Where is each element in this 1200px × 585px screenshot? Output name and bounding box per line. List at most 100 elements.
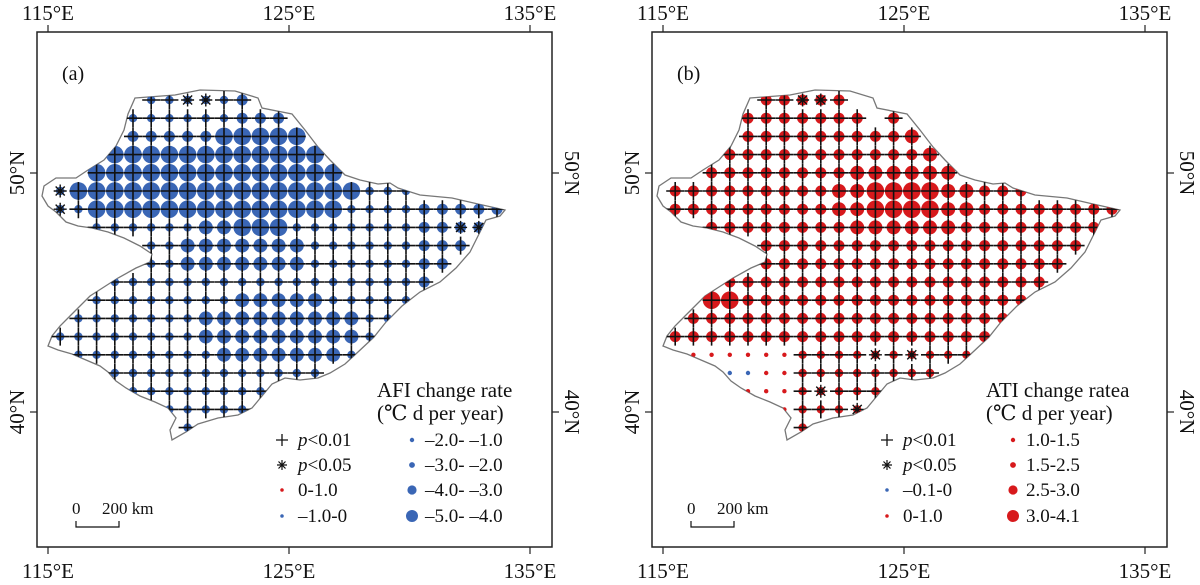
significance-plus-marker — [921, 163, 939, 182]
panel-b-legend: ATI change ratea(℃ d per year) p<0.01 p<0.… — [881, 378, 1130, 527]
significance-plus-marker — [251, 254, 270, 273]
significance-plus-marker — [830, 91, 848, 109]
significance-plus-marker — [1030, 273, 1049, 291]
significance-plus-marker — [215, 327, 233, 346]
x-tick-label-bottom: 135°E — [1119, 559, 1172, 583]
significance-plus-marker — [105, 291, 124, 310]
significance-plus-marker — [793, 145, 812, 164]
significance-plus-marker — [160, 182, 179, 200]
x-tick-label-bottom: 125°E — [263, 559, 316, 583]
significance-plus-marker — [178, 291, 197, 310]
significance-plus-marker — [757, 163, 776, 182]
significance-plus-marker — [921, 327, 939, 346]
significance-plus-marker — [105, 218, 124, 237]
significance-plus-marker — [720, 200, 739, 219]
significance-plus-marker — [720, 327, 739, 346]
significance-plus-marker — [287, 127, 306, 146]
significance-plus-marker — [866, 364, 885, 382]
significance-plus-marker — [324, 182, 343, 200]
significance-plus-marker — [684, 182, 703, 200]
significance-plus-marker — [397, 236, 415, 255]
significance-plus-marker — [921, 309, 939, 328]
panel-a: 115°E 115°E 125°E 125°E 135°E 135°E 50°N 50°N 40… — [5, 1, 584, 583]
significance-plus-marker — [921, 254, 939, 273]
significance-plus-marker — [196, 364, 215, 382]
significance-plus-marker — [142, 309, 161, 328]
significance-plus-marker — [142, 291, 161, 310]
significance-plus-marker — [360, 309, 379, 328]
significance-plus-marker — [739, 218, 757, 237]
significance-plus-marker — [378, 291, 397, 310]
x-tick-label-top: 115°E — [22, 1, 74, 25]
significance-plus-marker — [233, 91, 252, 109]
legend-dot-icon — [1010, 462, 1016, 468]
significance-plus-marker — [269, 254, 288, 273]
significance-plus-marker — [921, 236, 939, 255]
significance-plus-marker — [939, 327, 958, 346]
significance-plus-marker — [939, 182, 958, 200]
significance-plus-marker — [269, 309, 288, 328]
significance-plus-marker — [902, 364, 921, 382]
significance-plus-marker — [939, 218, 958, 237]
significance-plus-marker — [720, 145, 739, 164]
significance-plus-marker — [811, 127, 830, 146]
y-tick-label-left: 40°N — [620, 390, 644, 435]
significance-plus-marker — [233, 127, 252, 146]
significance-plus-marker — [51, 327, 70, 346]
significance-plus-marker — [433, 254, 452, 273]
legend-label: –2.0- –1.0 — [424, 430, 503, 451]
legend-subtitle: (℃ d per year) — [986, 401, 1113, 425]
significance-plus-marker — [215, 109, 233, 128]
legend-label: –5.0- –4.0 — [424, 506, 503, 527]
significance-plus-marker — [939, 291, 958, 310]
significance-plus-marker — [178, 218, 197, 237]
significance-plus-marker — [830, 236, 848, 255]
significance-plus-marker — [666, 327, 685, 346]
significance-plus-marker — [884, 291, 903, 310]
trend-marker — [709, 352, 714, 357]
significance-plus-marker — [884, 145, 903, 164]
significance-plus-marker — [178, 236, 197, 255]
significance-plus-marker — [233, 145, 252, 164]
scale-bar-line — [690, 521, 735, 528]
significance-plus-marker — [124, 163, 142, 182]
significance-plus-marker — [775, 236, 794, 255]
significance-plus-marker — [975, 273, 994, 291]
significance-plus-marker — [866, 273, 885, 291]
significance-plus-marker — [287, 254, 306, 273]
significance-plus-marker — [793, 327, 812, 346]
significance-plus-marker — [866, 163, 885, 182]
significance-plus-marker — [215, 254, 233, 273]
significance-plus-marker — [160, 109, 179, 128]
significance-plus-marker — [251, 273, 270, 291]
legend-dot-icon — [409, 437, 415, 443]
significance-plus-marker — [233, 345, 252, 364]
x-tick-label-top: 125°E — [263, 1, 316, 25]
significance-plus-marker — [993, 273, 1012, 291]
significance-plus-marker — [451, 236, 470, 255]
significance-plus-marker — [993, 236, 1012, 255]
significance-plus-marker — [251, 345, 270, 364]
significance-plus-marker — [775, 109, 794, 128]
significance-plus-marker — [1066, 200, 1085, 219]
significance-plus-marker — [775, 327, 794, 346]
significance-plus-marker — [939, 309, 958, 328]
significance-plus-marker — [884, 127, 903, 146]
significance-plus-marker — [178, 364, 197, 382]
significance-plus-marker — [757, 145, 776, 164]
significance-plus-marker — [1012, 254, 1030, 273]
significance-plus-marker — [378, 218, 397, 237]
significance-plus-marker — [902, 182, 921, 200]
significance-plus-marker — [160, 163, 179, 182]
significance-plus-marker — [793, 254, 812, 273]
significance-plus-marker — [342, 200, 361, 219]
significance-plus-marker — [957, 291, 976, 310]
significance-plus-marker — [324, 273, 343, 291]
significance-plus-marker — [142, 364, 161, 382]
significance-star-marker — [814, 93, 828, 107]
significance-plus-marker — [921, 145, 939, 164]
significance-plus-marker — [124, 127, 142, 146]
significance-plus-marker — [251, 200, 270, 219]
significance-plus-marker — [811, 218, 830, 237]
trend-marker — [745, 352, 751, 357]
